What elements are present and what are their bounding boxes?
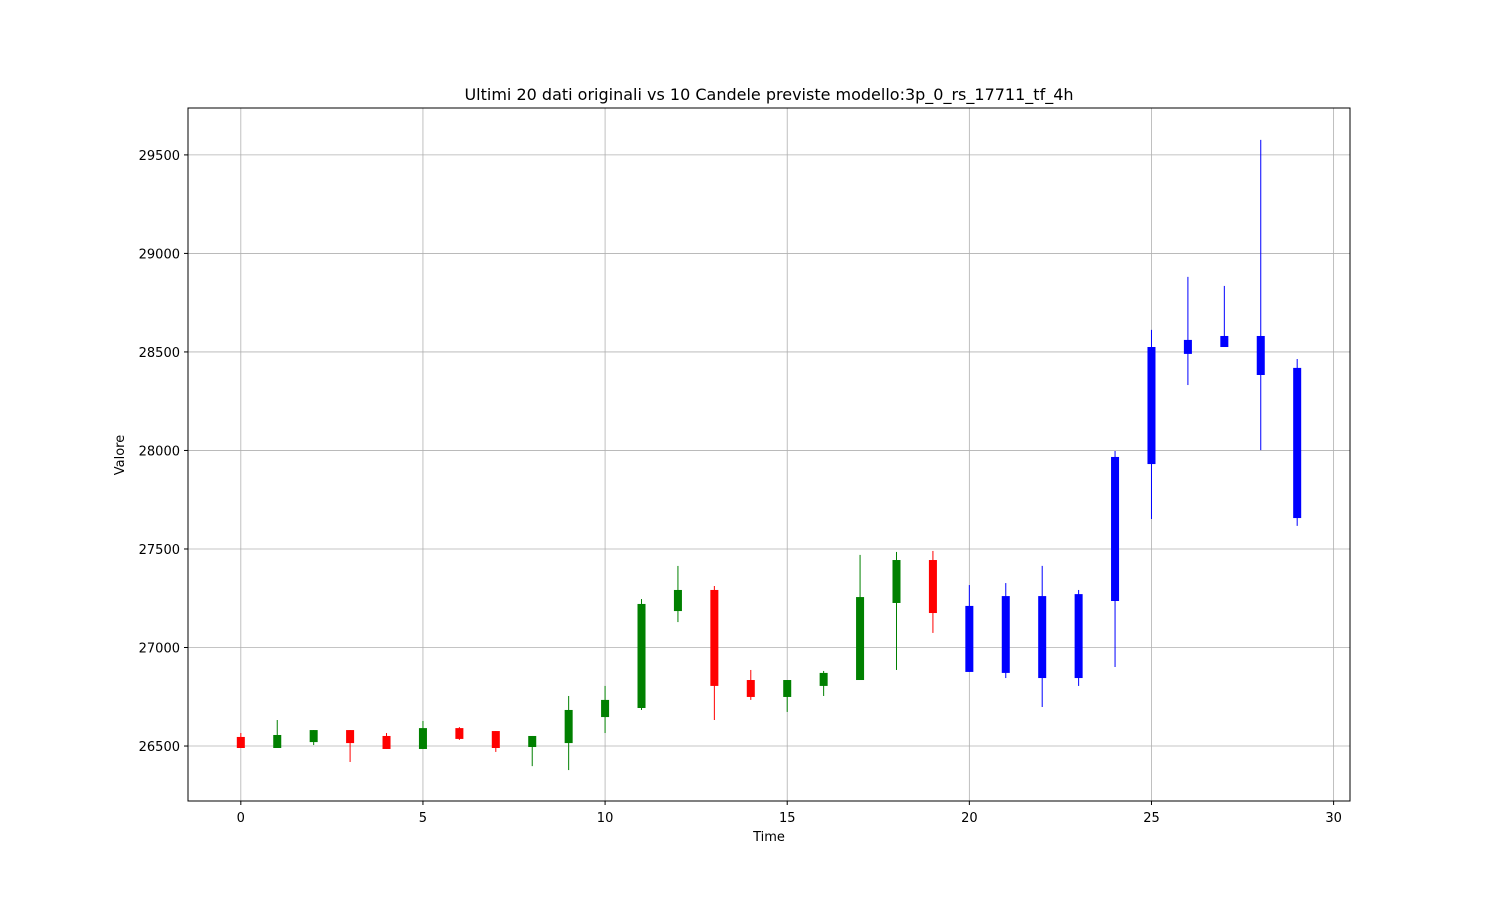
- candle-body: [819, 672, 828, 686]
- candle-body: [1147, 347, 1156, 465]
- candle-body: [965, 605, 974, 672]
- y-tick-label: 28000: [139, 444, 180, 459]
- x-tick-label: 15: [779, 811, 796, 826]
- candle-body: [892, 560, 901, 603]
- y-tick-label: 26500: [139, 740, 180, 755]
- x-tick-label: 0: [237, 811, 245, 826]
- candle-body: [564, 709, 573, 744]
- candle-body: [273, 734, 282, 748]
- candle-body: [346, 730, 355, 744]
- candle-body: [601, 699, 610, 718]
- x-tick-label: 10: [597, 811, 614, 826]
- candle-body: [455, 728, 464, 739]
- candle-body: [783, 680, 792, 697]
- candle-body: [856, 597, 865, 681]
- x-tick-label: 5: [419, 811, 427, 826]
- candle-body: [1038, 596, 1047, 679]
- candle-body: [382, 735, 391, 749]
- y-tick-label: 27000: [139, 642, 180, 657]
- chart-title: Ultimi 20 dati originali vs 10 Candele p…: [464, 85, 1073, 105]
- candle-body: [928, 560, 937, 614]
- candle-body: [673, 589, 682, 612]
- x-tick-label: 20: [961, 811, 978, 826]
- y-axis-label: Valore: [113, 435, 128, 475]
- y-tick-label: 29500: [139, 149, 180, 164]
- x-tick-label: 30: [1325, 811, 1342, 826]
- candle-body: [1001, 596, 1010, 673]
- candle-body: [418, 728, 427, 749]
- candle-body: [1293, 367, 1302, 519]
- candle-body: [528, 735, 537, 748]
- plot-frame: [187, 107, 1351, 802]
- y-tick-label: 29000: [139, 247, 180, 262]
- candle-body: [491, 731, 500, 748]
- candle-body: [1183, 339, 1192, 354]
- candle-body: [1111, 456, 1120, 602]
- candle-body: [637, 603, 646, 708]
- candle-body: [1220, 335, 1229, 348]
- x-tick-label: 25: [1143, 811, 1160, 826]
- plot-area: [188, 108, 1350, 801]
- y-tick-label: 27500: [139, 543, 180, 558]
- y-tick-label: 28500: [139, 346, 180, 361]
- x-axis-label: Time: [752, 830, 785, 845]
- candle-body: [710, 589, 719, 686]
- candle-body: [309, 730, 318, 743]
- candle-body: [236, 736, 245, 748]
- candle-body: [1074, 594, 1083, 679]
- candle-body: [1256, 335, 1265, 375]
- candle-body: [746, 680, 755, 697]
